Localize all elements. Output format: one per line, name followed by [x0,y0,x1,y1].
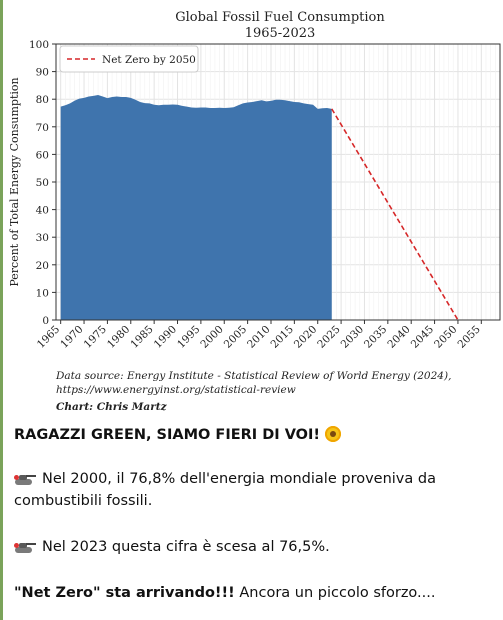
x-tick-label: 2015 [269,323,296,350]
chart-title: Global Fossil Fuel Consumption [175,10,385,25]
area-fossil-fuel-share [60,95,332,320]
x-tick-label: 2020 [292,323,319,350]
y-tick-label: 90 [36,67,49,79]
x-tick-label: 2050 [432,323,459,350]
x-tick-label: 1975 [82,323,109,350]
x-tick-label: 2040 [385,323,412,350]
post-headline: RAGAZZI GREEN, SIAMO FIERI DI VOI! [14,424,342,446]
y-tick-label: 10 [36,287,49,299]
x-tick-label: 2005 [222,323,249,350]
chart-credit: Chart: Chris Martz [56,401,168,413]
line-net-zero-2050 [331,108,459,321]
post-closing-bold: "Net Zero" sta arrivando!!! [14,585,235,601]
x-tick-label: 1985 [128,323,155,350]
y-tick-label: 80 [36,94,49,106]
post-closing: "Net Zero" sta arrivando!!! Ancora un pi… [14,582,436,604]
tank-icon [14,473,36,485]
x-tick-label: 1970 [58,323,85,350]
post-paragraph-2023-text: Nel 2023 questa cifra è scesa al 76,5%. [42,539,330,555]
chart-subtitle: 1965-2023 [245,26,316,41]
y-tick-labels: 0 10 20 30 40 50 60 70 80 90 100 [29,39,49,327]
y-tick-label: 100 [29,39,49,51]
x-tick-label: 2055 [456,323,483,350]
sunflower-icon [325,426,342,442]
x-tick-label: 2045 [409,323,436,350]
tank-icon [14,541,36,553]
x-tick-labels: 1965197019751980198519901995200020052010… [35,323,483,350]
x-tick-label: 1965 [35,323,62,350]
x-tick-label: 2035 [362,323,389,350]
post-headline-text: RAGAZZI GREEN, SIAMO FIERI DI VOI! [14,427,321,443]
chart-source-line-1: Data source: Energy Institute - Statisti… [55,370,451,382]
fossil-fuel-chart: Global Fossil Fuel Consumption 1965-2023… [8,10,501,413]
x-tick-label: 1980 [105,323,132,350]
y-tick-label: 30 [36,232,49,244]
chart-legend: Net Zero by 2050 [59,45,199,73]
legend-label-net-zero: Net Zero by 2050 [102,54,196,66]
chart-source-line-2: https://www.energyinst.org/statistical-r… [56,384,296,396]
chart-image: Global Fossil Fuel Consumption 1965-2023… [3,0,503,420]
y-tick-label: 40 [36,205,49,217]
y-tick-label: 0 [42,315,49,327]
x-tick-label: 2025 [315,323,342,350]
post-paragraph-2000-text: Nel 2000, il 76,8% dell'energia mondiale… [14,471,436,509]
post-paragraph-2023: Nel 2023 questa cifra è scesa al 76,5%. [14,536,330,558]
y-tick-label: 20 [36,260,49,272]
x-tick-label: 2010 [245,323,272,350]
x-tick-label: 2030 [339,323,366,350]
y-tick-label: 70 [36,122,49,134]
post-closing-rest: Ancora un piccolo sforzo.... [234,585,436,601]
chart-plot-area [60,95,459,321]
chart-axes [52,43,501,324]
y-tick-label: 60 [36,149,49,161]
x-tick-label: 1995 [175,323,202,350]
plot-frame [55,43,501,321]
x-tick-label: 2000 [198,323,225,350]
x-tick-label: 1990 [152,323,179,350]
legend-box [59,45,199,73]
message-accent-bar [0,0,3,620]
y-axis-label: Percent of Total Energy Consumption [8,77,21,286]
post-paragraph-2000: Nel 2000, il 76,8% dell'energia mondiale… [14,468,494,512]
y-tick-label: 50 [36,177,49,189]
